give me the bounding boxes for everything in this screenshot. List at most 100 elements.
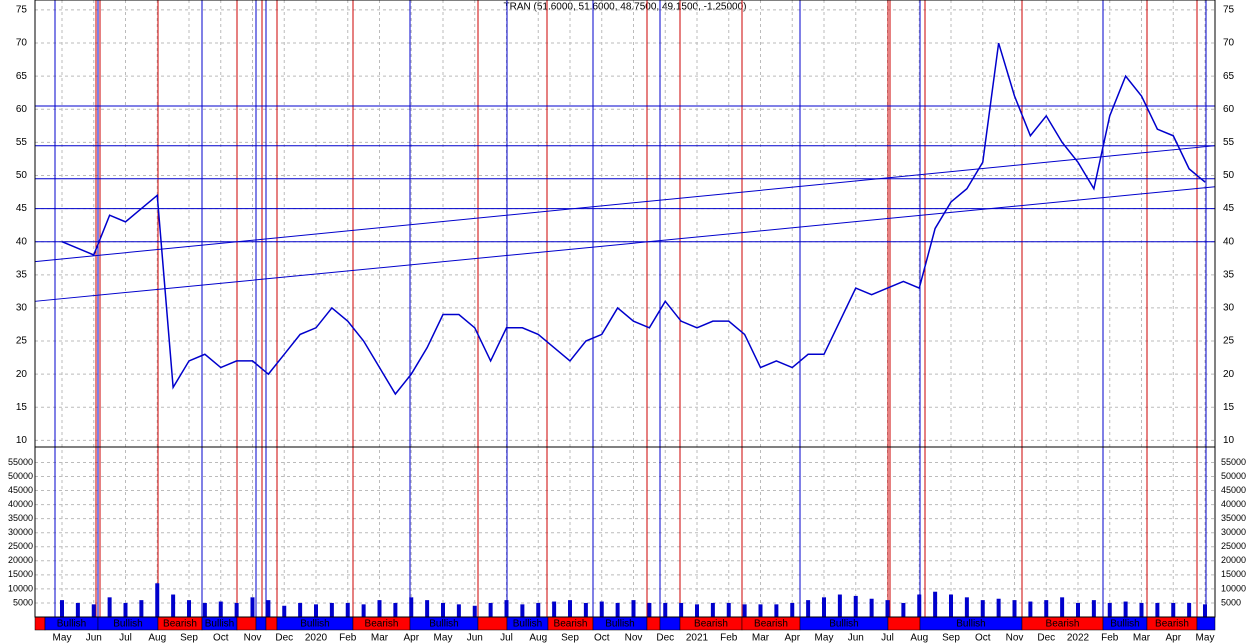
y-tick-label: 30000 xyxy=(8,527,33,537)
regime-band xyxy=(1196,616,1216,631)
volume-bar xyxy=(472,605,477,617)
x-tick-label: 2022 xyxy=(1067,633,1090,644)
volume-bar xyxy=(933,591,938,617)
y-tick-label: 5000 xyxy=(13,597,33,607)
y-tick-label-right: 40 xyxy=(1223,236,1235,247)
volume-bar xyxy=(377,600,382,617)
volume-bar xyxy=(456,604,461,617)
x-tick-label: Jul xyxy=(119,633,132,644)
y-tick-label-right: 70 xyxy=(1223,38,1235,49)
volume-bar xyxy=(1203,604,1207,617)
volume-bar xyxy=(282,605,287,617)
y-tick-label: 40 xyxy=(16,236,28,247)
y-tick-label: 20000 xyxy=(8,555,33,565)
volume-bar xyxy=(695,604,699,617)
regime-band xyxy=(265,616,278,631)
y-tick-label: 50000 xyxy=(8,471,33,481)
regime-label: Bullish xyxy=(513,619,542,630)
x-tick-label: Apr xyxy=(403,633,419,644)
volume-bar xyxy=(1012,600,1017,617)
volume-bar xyxy=(901,602,906,617)
y-tick-label-right: 50000 xyxy=(1221,471,1246,481)
y-tick-label-right: 20 xyxy=(1223,369,1235,380)
y-tick-label-right: 10000 xyxy=(1221,583,1246,593)
y-tick-label-right: 60 xyxy=(1223,104,1235,115)
x-tick-label: May xyxy=(434,633,453,644)
volume-bar xyxy=(123,602,128,617)
volume-bar xyxy=(361,604,366,617)
regime-band xyxy=(34,616,46,631)
regime-label: Bullish xyxy=(956,619,985,630)
y-tick-label: 55000 xyxy=(8,457,33,467)
y-tick-label: 45000 xyxy=(8,485,33,495)
y-tick-label-right: 75 xyxy=(1223,5,1235,16)
x-tick-label: Apr xyxy=(1165,633,1181,644)
y-tick-label-right: 65 xyxy=(1223,71,1235,82)
volume-bar xyxy=(806,600,811,617)
x-tick-label: Sep xyxy=(180,633,198,644)
x-tick-label: Nov xyxy=(625,633,643,644)
y-tick-label: 55 xyxy=(16,137,28,148)
volume-bar xyxy=(345,602,350,617)
volume-bar xyxy=(60,600,64,617)
x-tick-label: Nov xyxy=(244,633,262,644)
volume-bar xyxy=(409,597,414,617)
x-tick-label: Dec xyxy=(1037,633,1055,644)
x-tick-label: Jun xyxy=(467,633,483,644)
regime-band xyxy=(646,616,661,631)
volume-bar xyxy=(726,602,731,617)
volume-bar xyxy=(917,594,922,617)
y-tick-label-right: 15000 xyxy=(1221,569,1246,579)
volume-bar xyxy=(647,602,652,617)
regime-label: Bullish xyxy=(429,619,458,630)
y-tick-label: 10000 xyxy=(8,583,33,593)
y-tick-label: 35000 xyxy=(8,513,33,523)
y-tick-label-right: 45000 xyxy=(1221,485,1246,495)
volume-bar xyxy=(949,594,953,617)
y-tick-label: 50 xyxy=(16,170,28,181)
volume-bar xyxy=(329,602,334,617)
regime-band xyxy=(659,616,681,631)
volume-bar xyxy=(615,602,620,617)
y-tick-label-right: 20000 xyxy=(1221,555,1246,565)
volume-bar xyxy=(1155,602,1160,617)
volume-bar xyxy=(393,602,398,617)
volume-bar xyxy=(520,604,525,617)
x-tick-label: Aug xyxy=(529,633,547,644)
y-tick-label-right: 5000 xyxy=(1221,597,1241,607)
volume-bar xyxy=(536,602,541,617)
regime-label: Bearish xyxy=(694,619,728,630)
regime-band xyxy=(236,616,257,631)
x-tick-label: 2021 xyxy=(686,633,709,644)
y-tick-label: 25000 xyxy=(8,541,33,551)
volume-bar xyxy=(663,602,668,617)
volume-bar xyxy=(139,600,144,617)
trend-line xyxy=(34,186,1216,302)
regime-label: Bullish xyxy=(113,619,142,630)
regime-label: Bearish xyxy=(1046,619,1080,630)
volume-bar xyxy=(1044,600,1049,617)
volume-bar xyxy=(441,602,445,617)
regime-label: Bearish xyxy=(1155,619,1189,630)
volume-bar xyxy=(234,602,239,617)
y-tick-label-right: 25 xyxy=(1223,336,1235,347)
y-tick-label-right: 25000 xyxy=(1221,541,1246,551)
volume-bar xyxy=(187,600,191,617)
volume-bar xyxy=(1028,601,1033,617)
regime-label: Bearish xyxy=(163,619,197,630)
x-tick-label: Feb xyxy=(1101,633,1119,644)
regime-label: Bullish xyxy=(829,619,858,630)
y-tick-label-right: 30000 xyxy=(1221,527,1246,537)
volume-bar xyxy=(75,602,80,617)
x-tick-label: May xyxy=(1196,633,1215,644)
y-tick-label: 15 xyxy=(16,402,28,413)
trend-line xyxy=(34,145,1216,263)
y-tick-label-right: 30 xyxy=(1223,303,1235,314)
x-tick-label: Jun xyxy=(848,633,864,644)
x-tick-label: Oct xyxy=(594,633,610,644)
volume-bar xyxy=(631,600,636,617)
volume-bar xyxy=(552,601,557,617)
regime-band xyxy=(255,616,267,631)
volume-bar xyxy=(171,594,176,617)
